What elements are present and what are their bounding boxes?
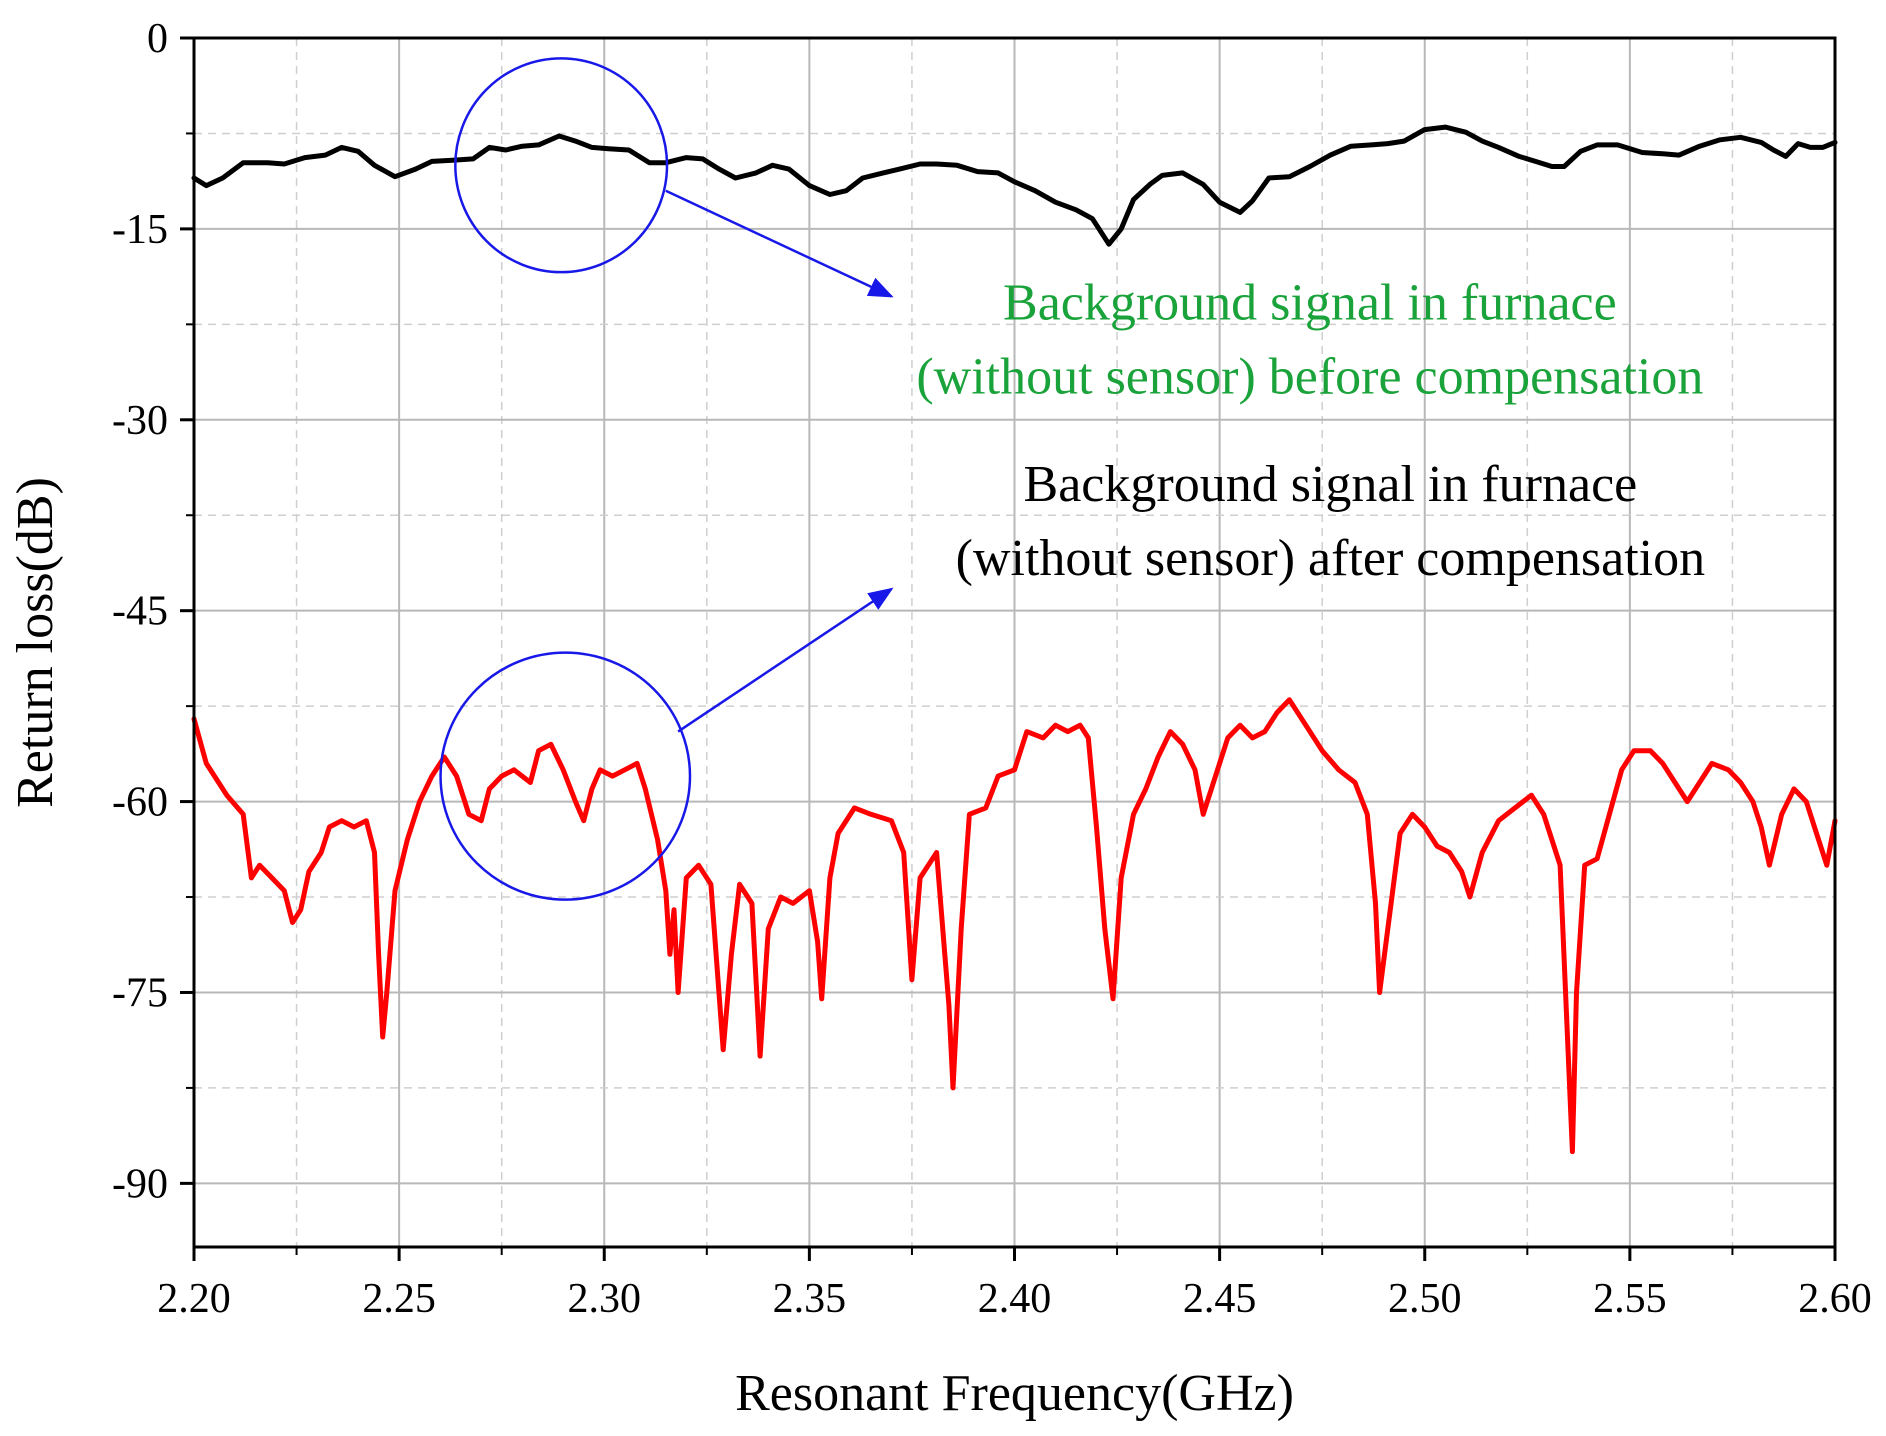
- y-tick-label: -30: [112, 398, 168, 444]
- annotation-line: Background signal in furnace: [1003, 274, 1617, 331]
- x-tick-label: 2.30: [568, 1276, 642, 1322]
- y-tick-label: -15: [112, 207, 168, 253]
- x-tick-label: 2.25: [362, 1276, 436, 1322]
- annotation-line: (without sensor) after compensation: [956, 530, 1705, 587]
- axes: 2.20 2.25 2.30 2.35 2.40 2.45 2.50 2.55 2.60 0 -15…: [112, 16, 1872, 1322]
- y-tick-label: 0: [147, 16, 168, 62]
- x-tick-label: 2.50: [1388, 1276, 1462, 1322]
- y-tick-label: -45: [112, 589, 168, 635]
- x-tick-label: 2.60: [1798, 1276, 1872, 1322]
- grid: [193, 37, 1836, 1247]
- annotation-arrow: [677, 587, 894, 733]
- annotation-arrow: [665, 189, 894, 298]
- y-tick-label: -90: [112, 1161, 168, 1207]
- annotation-line: (without sensor) before compensation: [916, 348, 1703, 405]
- highlight-circle: [439, 651, 692, 901]
- annotation-line: Background signal in furnace: [1024, 456, 1638, 513]
- annotation-overlay: Background signal in furnace (without sen…: [439, 57, 1705, 901]
- highlight-circle: [454, 57, 669, 274]
- x-tick-label: 2.35: [773, 1276, 847, 1322]
- series-line-before-compensation: [191, 124, 1838, 247]
- y-tick-label: -60: [112, 780, 168, 826]
- annotation-after-compensation: Background signal in furnace (without sen…: [956, 456, 1705, 587]
- x-axis-title: Resonant Frequency(GHz): [735, 1365, 1294, 1422]
- y-tick-label: -75: [112, 970, 168, 1016]
- annotation-before-compensation: Background signal in furnace (without sen…: [916, 274, 1703, 405]
- x-tick-label: 2.20: [157, 1276, 231, 1322]
- x-tick-label: 2.55: [1593, 1276, 1667, 1322]
- y-axis-title: Return loss(dB): [7, 477, 64, 808]
- x-tick-label: 2.45: [1183, 1276, 1257, 1322]
- x-tick-label: 2.40: [978, 1276, 1052, 1322]
